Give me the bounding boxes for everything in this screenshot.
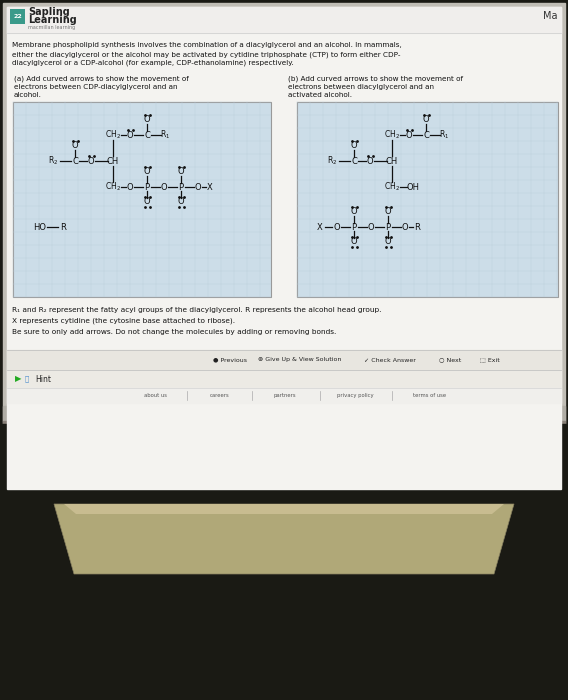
Text: ● Previous: ● Previous — [213, 358, 247, 363]
Text: CH: CH — [107, 157, 119, 165]
Text: P: P — [386, 223, 391, 232]
Text: careers: careers — [210, 393, 230, 398]
Text: $\mathregular{R_2}$: $\mathregular{R_2}$ — [327, 155, 337, 167]
Text: P: P — [352, 223, 357, 232]
Bar — [3, 406, 565, 421]
Bar — [7, 350, 561, 370]
Text: X: X — [317, 223, 323, 232]
Text: X: X — [207, 183, 213, 192]
Bar — [7, 370, 561, 388]
Text: CH: CH — [386, 157, 398, 165]
Text: ⬚ Exit: ⬚ Exit — [480, 358, 500, 363]
Text: Sapling: Sapling — [28, 7, 70, 17]
Text: (a) Add curved arrows to show the movement of: (a) Add curved arrows to show the moveme… — [14, 76, 189, 83]
Text: O: O — [178, 197, 184, 206]
Text: P: P — [144, 183, 149, 192]
Text: 💡: 💡 — [25, 376, 29, 382]
Bar — [297, 102, 558, 297]
Text: O: O — [87, 157, 94, 165]
Text: C: C — [351, 157, 357, 165]
Text: activated alcohol.: activated alcohol. — [288, 92, 352, 98]
Text: electrons between diacylglycerol and an: electrons between diacylglycerol and an — [288, 84, 434, 90]
Text: ○ Next: ○ Next — [439, 358, 461, 363]
Text: O: O — [350, 237, 357, 246]
Text: HO: HO — [34, 223, 47, 232]
Text: O: O — [144, 167, 151, 176]
Text: O: O — [127, 130, 133, 139]
Text: partners: partners — [274, 393, 296, 398]
Text: O: O — [72, 141, 78, 150]
Text: diacylglycerol or a CDP-alcohol (for example, CDP-ethanolamine) respectively.: diacylglycerol or a CDP-alcohol (for exa… — [12, 60, 294, 66]
Text: 22: 22 — [13, 14, 22, 19]
Text: R₁ and R₂ represent the fatty acyl groups of the diacylglycerol. R represents th: R₁ and R₂ represent the fatty acyl group… — [12, 307, 382, 313]
Text: O: O — [333, 223, 340, 232]
Text: C: C — [144, 130, 150, 139]
Text: Membrane phospholipid synthesis involves the combination of a diacylglycerol and: Membrane phospholipid synthesis involves… — [12, 42, 402, 48]
Text: $\mathregular{CH_2}$: $\mathregular{CH_2}$ — [105, 181, 121, 193]
Text: O: O — [195, 183, 201, 192]
Text: alcohol.: alcohol. — [14, 92, 42, 98]
Bar — [7, 7, 561, 33]
Text: O: O — [406, 130, 412, 139]
Text: $\mathregular{CH_2}$: $\mathregular{CH_2}$ — [384, 181, 400, 193]
Text: P: P — [178, 183, 183, 192]
Text: O: O — [178, 167, 184, 176]
Text: $\mathregular{CH_2}$: $\mathregular{CH_2}$ — [384, 129, 400, 141]
Bar — [10, 9, 25, 24]
Text: either the diacylglycerol or the alcohol may be activated by cytidine triphospha: either the diacylglycerol or the alcohol… — [12, 51, 400, 57]
Text: R: R — [414, 223, 420, 232]
Text: O: O — [350, 141, 357, 150]
Text: $\mathregular{R_1}$: $\mathregular{R_1}$ — [160, 129, 170, 141]
Text: O: O — [402, 223, 408, 232]
Text: about us: about us — [144, 393, 166, 398]
Bar — [3, 3, 565, 493]
Bar — [0, 424, 568, 700]
Text: OH: OH — [407, 183, 420, 192]
Text: Learning: Learning — [28, 15, 77, 25]
Text: electrons between CDP-diacylglycerol and an: electrons between CDP-diacylglycerol and… — [14, 84, 177, 90]
Text: ⊗ Give Up & View Solution: ⊗ Give Up & View Solution — [258, 358, 342, 363]
Text: privacy policy: privacy policy — [337, 393, 373, 398]
Text: terms of use: terms of use — [414, 393, 446, 398]
Text: O: O — [385, 207, 391, 216]
Text: Hint: Hint — [35, 374, 51, 384]
Text: O: O — [127, 183, 133, 192]
Text: X represents cytidine (the cytosine base attached to ribose).: X represents cytidine (the cytosine base… — [12, 317, 235, 323]
Text: O: O — [423, 116, 429, 125]
Text: macmillan learning: macmillan learning — [28, 25, 75, 29]
Text: $\mathregular{R_1}$: $\mathregular{R_1}$ — [439, 129, 449, 141]
Text: O: O — [144, 197, 151, 206]
Text: $\mathregular{R_2}$: $\mathregular{R_2}$ — [48, 155, 58, 167]
Text: $\mathregular{CH_2}$: $\mathregular{CH_2}$ — [105, 129, 121, 141]
Bar — [7, 388, 561, 403]
Text: O: O — [350, 207, 357, 216]
Text: Ma: Ma — [544, 11, 558, 21]
Text: (b) Add curved arrows to show the movement of: (b) Add curved arrows to show the moveme… — [288, 76, 463, 83]
Text: O: O — [367, 157, 373, 165]
Bar — [7, 7, 561, 489]
Text: R: R — [60, 223, 66, 232]
Text: C: C — [423, 130, 429, 139]
Bar — [3, 421, 565, 424]
Bar — [13, 102, 271, 297]
Polygon shape — [54, 504, 514, 574]
Text: O: O — [144, 116, 151, 125]
Text: ✓ Check Answer: ✓ Check Answer — [364, 358, 416, 363]
Text: O: O — [161, 183, 168, 192]
Text: ▶: ▶ — [15, 374, 22, 384]
Text: Be sure to only add arrows. Do not change the molecules by adding or removing bo: Be sure to only add arrows. Do not chang… — [12, 329, 336, 335]
Text: O: O — [367, 223, 374, 232]
Text: C: C — [72, 157, 78, 165]
Text: O: O — [385, 237, 391, 246]
Polygon shape — [64, 504, 504, 514]
